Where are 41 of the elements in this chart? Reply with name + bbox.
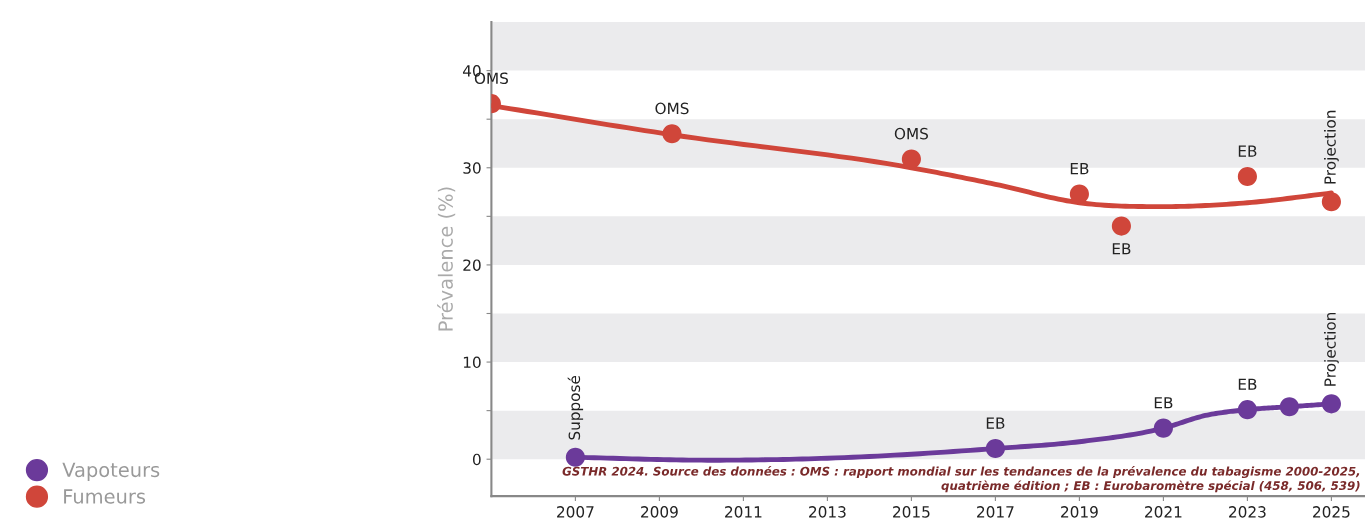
annotation: OMS (655, 102, 689, 115)
x-tick-label: 2019 (1061, 506, 1098, 518)
annotation: OMS (894, 127, 928, 140)
legend-label: Fumeurs (64, 489, 146, 504)
x-tick-label: 2025 (1313, 506, 1350, 518)
annotation: EB (986, 417, 1005, 429)
point (565, 447, 585, 467)
annotation: GSTHR 2024. Source des données : OMS : rapport mondial sur les tendances de la prévalence du tabagisme 2000-2025, quatrième édition ; EB : Eurobaromètre spécial (458, 506, 539) (562, 466, 1360, 493)
x-tick-label: 2023 (1229, 506, 1266, 518)
point (985, 438, 1005, 459)
y-axis-title: Prévalence (%) (437, 187, 456, 331)
x-tick-label: 2013 (809, 506, 846, 518)
legend-label: Vapoteurs (62, 462, 160, 481)
y-tick-label: 0 (472, 453, 481, 466)
y-tick-label: 10 (463, 356, 481, 369)
x-tick-label: 2017 (977, 506, 1014, 518)
annotation: Projection (1324, 312, 1339, 386)
annotation: EB (1112, 243, 1131, 255)
annotation: Projection (1324, 110, 1339, 184)
annotation: Supposé (567, 375, 584, 440)
point (1321, 192, 1341, 212)
point (1111, 216, 1131, 236)
point (1237, 166, 1257, 187)
x-tick-label: 2015 (893, 506, 930, 518)
annotation: EB (1070, 163, 1089, 175)
x-tick-label: 2011 (725, 506, 762, 518)
point (1321, 394, 1341, 414)
x-tick-label: 2007 (557, 506, 594, 518)
point (1237, 400, 1257, 420)
point (1069, 184, 1089, 204)
point (1279, 397, 1299, 417)
point (662, 124, 682, 144)
point (901, 149, 921, 169)
point (1153, 418, 1173, 438)
y-tick-label: 20 (463, 259, 481, 271)
x-tick-label: 2021 (1145, 506, 1182, 518)
y-tick-label: 30 (463, 162, 481, 174)
annotation: EB (1154, 397, 1173, 409)
x-tick-label: 2009 (641, 506, 678, 518)
annotation: EB (1238, 378, 1257, 390)
annotation: EB (1238, 145, 1257, 157)
